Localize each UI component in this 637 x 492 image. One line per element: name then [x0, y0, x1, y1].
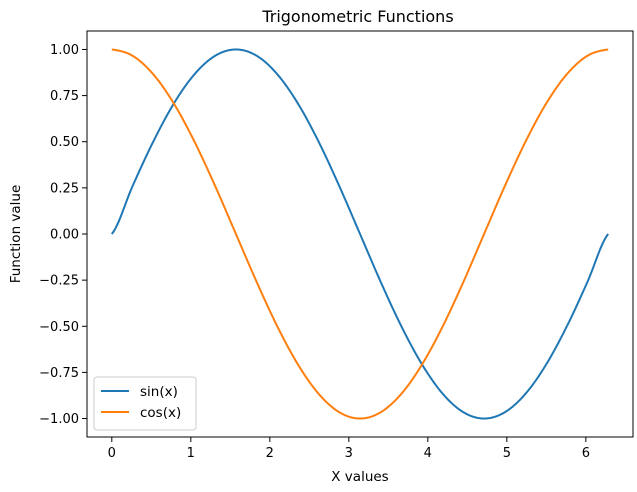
y-tick-label: 0.25 [50, 181, 79, 196]
series-layer [110, 48, 610, 420]
y-tick-label: 0.75 [50, 89, 79, 104]
series-line-sin [110, 48, 610, 420]
y-tick-label: 1.00 [50, 43, 79, 58]
y-tick-label: −0.50 [39, 320, 79, 335]
series-line-cos [111, 48, 609, 420]
x-tick-label: 4 [424, 446, 432, 461]
y-tick-label: −0.75 [39, 366, 79, 381]
x-axis-ticks: 0 1 2 3 4 5 6 [108, 437, 590, 461]
x-tick-label: 3 [345, 446, 353, 461]
y-axis-ticks: 1.00 0.75 0.50 0.25 0.00 −0.25 −0.50 −0.75 −1.00 [39, 43, 87, 427]
legend-label: cos(x) [140, 405, 181, 421]
chart-title: Trigonometric Functions [261, 7, 453, 26]
y-axis-label: Function value [8, 185, 24, 284]
x-axis-label: X values [331, 469, 388, 485]
legend-label: sin(x) [140, 384, 178, 400]
x-tick-label: 2 [266, 446, 274, 461]
y-tick-label: 0.00 [50, 228, 79, 243]
x-tick-label: 1 [187, 446, 195, 461]
x-tick-label: 0 [108, 446, 116, 461]
legend: sin(x) cos(x) [93, 376, 197, 431]
y-tick-label: −0.25 [39, 274, 79, 289]
x-tick-label: 5 [503, 446, 511, 461]
y-tick-label: 0.50 [50, 135, 79, 150]
y-tick-label: −1.00 [39, 412, 79, 427]
x-tick-label: 6 [582, 446, 590, 461]
